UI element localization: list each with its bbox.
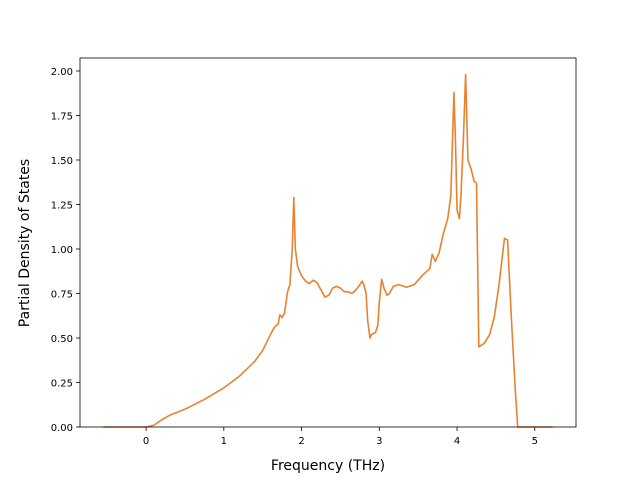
y-tick-label: 0.00 [51,423,73,434]
y-tick-label: 2.00 [51,67,73,78]
data-line [103,73,553,428]
x-tick-label: 3 [376,436,382,447]
x-tick-label: 4 [454,436,460,447]
y-axis-label: Partial Density of States [17,159,33,327]
y-tick-label: 1.50 [51,156,73,167]
plot-frame [79,57,577,428]
y-tick-label: 1.00 [51,245,73,256]
x-tick-label: 5 [532,436,538,447]
x-tick-label: 2 [298,436,304,447]
x-axis-label: Frequency (THz) [271,458,385,474]
y-tick-label: 1.75 [51,111,73,122]
y-tick-label: 1.25 [51,200,73,211]
y-tick-label: 0.25 [51,378,73,389]
y-tick-label: 0.50 [51,334,73,345]
x-tick-label: 0 [143,436,149,447]
x-tick-label: 1 [221,436,227,447]
y-tick-label: 0.75 [51,289,73,300]
